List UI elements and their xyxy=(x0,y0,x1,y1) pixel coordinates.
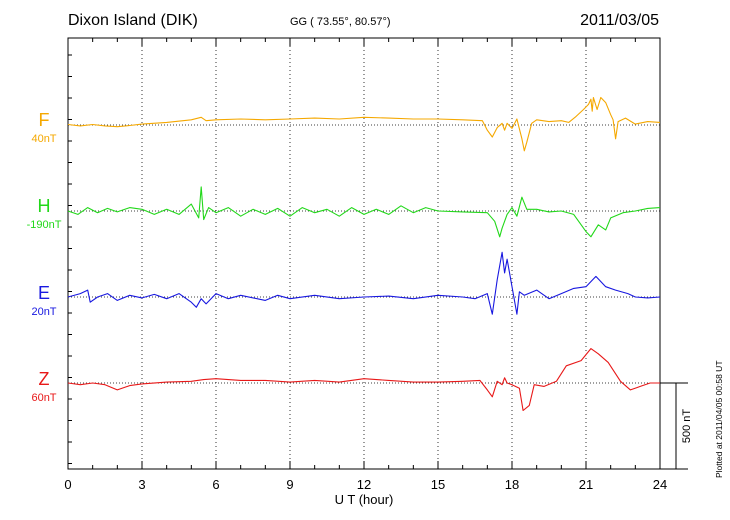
series-name-h: H xyxy=(38,196,51,216)
x-tick-label: 6 xyxy=(212,477,219,492)
station-title: Dixon Island (DIK) xyxy=(68,12,198,29)
series-offset-e: 20nT xyxy=(31,306,56,318)
station-coordinates: GG ( 73.55°, 80.57°) xyxy=(290,16,391,28)
series-line-e xyxy=(67,251,661,315)
series-offset-h: -190nT xyxy=(27,219,62,231)
x-tick-label: 24 xyxy=(653,477,667,492)
date-label: 2011/03/05 xyxy=(580,12,659,29)
x-tick-label: 3 xyxy=(138,477,145,492)
series-line-f xyxy=(67,96,661,152)
plotted-timestamp: Plotted at 2011/04/05 00:58 UT xyxy=(714,360,724,478)
series-line-h xyxy=(67,186,661,238)
series-name-e: E xyxy=(38,283,50,303)
series-name-z: Z xyxy=(39,369,50,389)
series-line-z xyxy=(67,348,660,412)
series-offset-f: 40nT xyxy=(31,133,56,145)
x-tick-label: 12 xyxy=(357,477,371,492)
x-tick-label: 21 xyxy=(579,477,593,492)
x-axis-label: U T (hour) xyxy=(335,492,394,507)
series-name-f: F xyxy=(39,110,50,130)
x-tick-label: 18 xyxy=(505,477,519,492)
x-tick-label: 9 xyxy=(286,477,293,492)
x-tick-label: 0 xyxy=(64,477,71,492)
x-tick-label: 15 xyxy=(431,477,445,492)
series-offset-z: 60nT xyxy=(31,392,56,404)
scale-bar-label: 500 nT xyxy=(681,409,693,444)
